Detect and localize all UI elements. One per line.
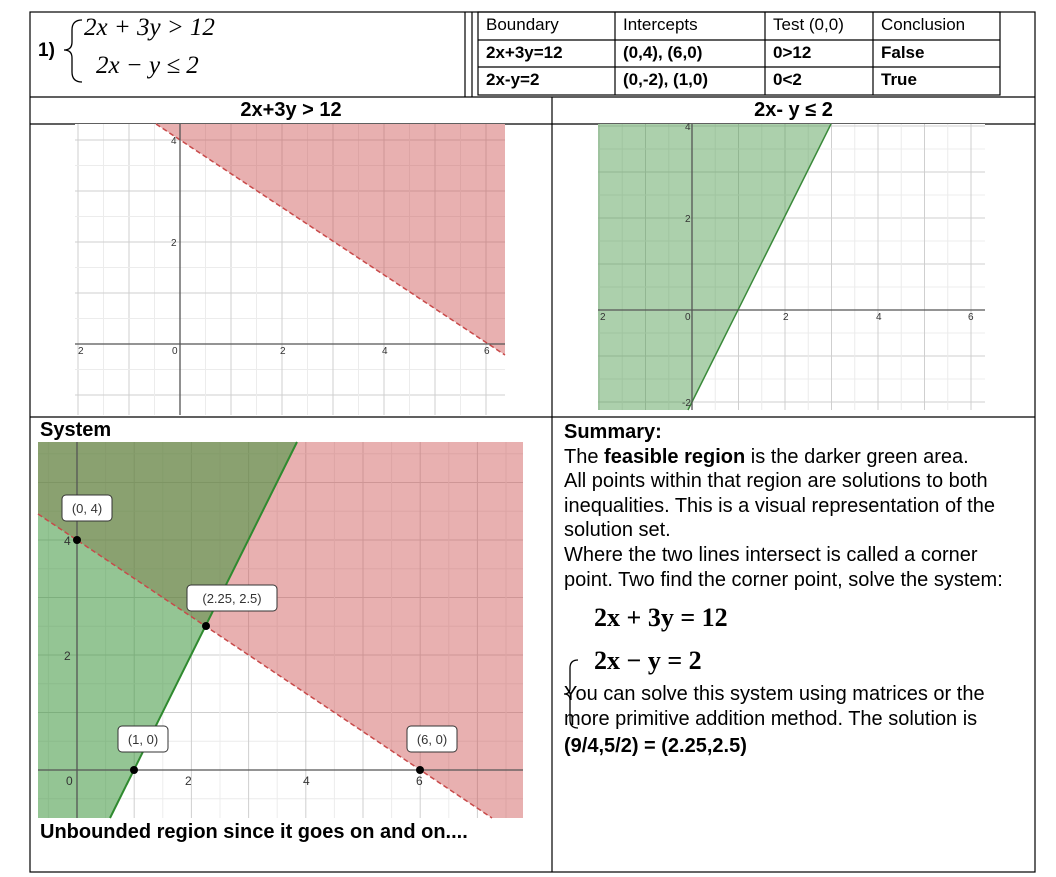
- paragraph: Where the two lines intersect is called …: [564, 543, 1003, 591]
- table-cell: (0,4), (6,0): [623, 43, 703, 62]
- point-label: (6, 0): [417, 732, 447, 747]
- tick-label: 0: [172, 346, 178, 357]
- text: The: [564, 445, 599, 468]
- graph-2-ticks: 2 0 2 4 6 4 2 -2: [600, 122, 974, 409]
- graph-title: 2x- y ≤ 2: [754, 99, 833, 121]
- tick-label: 6: [416, 774, 423, 788]
- point: [73, 536, 81, 544]
- point: [416, 766, 424, 774]
- boundary-line: [687, 123, 832, 411]
- tick-label: 4: [303, 774, 310, 788]
- tick-label: -2: [682, 398, 691, 409]
- system-ticks: 0 2 4 6 4 2: [64, 534, 423, 788]
- tick-label: 2: [685, 214, 691, 225]
- summary: Summary: The feasible region is the dark…: [564, 420, 1019, 759]
- point-label: (2.25, 2.5): [202, 591, 261, 606]
- solution: (9/4,5/2) = (2.25,2.5): [564, 735, 747, 758]
- table-cell: 0>12: [773, 43, 812, 62]
- table-cell: True: [881, 70, 917, 89]
- table-cell: 2x-y=2: [486, 70, 540, 89]
- tick-label: 4: [685, 122, 691, 133]
- table-header: Boundary: [486, 15, 559, 34]
- tick-label: 2: [78, 346, 84, 357]
- plot-bg: [75, 124, 505, 415]
- tick-label: 6: [484, 346, 490, 357]
- text: is the darker green area.: [750, 445, 969, 468]
- boundary-line: [155, 123, 506, 356]
- graph-2: [598, 123, 985, 411]
- tick-label: 2: [64, 649, 71, 663]
- tick-label: 2: [280, 346, 286, 357]
- table-cell: (0,-2), (1,0): [623, 70, 709, 89]
- equation: 2x + 3y = 12: [594, 603, 728, 633]
- system-title: System: [40, 419, 112, 441]
- equation: 2x − y = 2: [594, 646, 702, 676]
- problem-number: 1): [38, 40, 55, 61]
- tick-label: 4: [171, 136, 177, 147]
- table-header: Intercepts: [623, 15, 698, 34]
- point-label: (0, 4): [72, 501, 102, 516]
- green-region: [38, 442, 297, 818]
- graph-title: 2x+3y > 12: [240, 99, 342, 121]
- table-cell: False: [881, 43, 925, 62]
- tick-label: 2: [783, 312, 789, 323]
- boundary-line: [37, 513, 493, 819]
- tick-label: 2: [171, 238, 177, 249]
- boundary-line: [109, 441, 298, 819]
- point: [202, 622, 210, 630]
- table-cell: 0<2: [773, 70, 802, 89]
- shaded-region: [598, 124, 831, 410]
- table-cell: 2x+3y=12: [486, 43, 563, 62]
- system-caption: Unbounded region since it goes on and on…: [40, 821, 468, 843]
- tick-label: 4: [382, 346, 388, 357]
- summary-heading: Summary:: [564, 421, 662, 443]
- tick-label: 2: [600, 312, 606, 323]
- paragraph: The feasible region is the darker green …: [564, 445, 1019, 470]
- tick-label: 2: [185, 774, 192, 788]
- tick-label: 4: [876, 312, 882, 323]
- tick-label: 0: [685, 312, 691, 323]
- bold-text: feasible region: [604, 445, 746, 468]
- tick-label: 0: [66, 774, 73, 788]
- paragraph: You can solve this system using matrices…: [564, 683, 985, 730]
- inequality: 2x + 3y > 12: [84, 14, 215, 41]
- inequality: 2x − y ≤ 2: [96, 52, 199, 79]
- point-labels: (0, 4) (2.25, 2.5) (1, 0) (6, 0): [61, 494, 458, 753]
- graph-1: [75, 123, 506, 415]
- point: [130, 766, 138, 774]
- system-graph: [37, 441, 523, 819]
- table-header: Conclusion: [881, 15, 966, 34]
- point-label: (1, 0): [128, 732, 158, 747]
- paragraph: All points within that region are soluti…: [564, 470, 995, 542]
- table-header: Test (0,0): [773, 15, 844, 34]
- graph-1-ticks: 2 0 2 4 6 4 2: [78, 136, 490, 357]
- tick-label: 6: [968, 312, 974, 323]
- tick-label: 4: [64, 534, 71, 548]
